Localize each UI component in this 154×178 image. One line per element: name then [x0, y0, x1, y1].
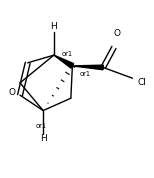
Text: or1: or1	[36, 123, 47, 129]
Text: H: H	[40, 134, 47, 143]
Polygon shape	[72, 65, 103, 70]
Text: H: H	[51, 22, 57, 31]
Text: O: O	[8, 88, 15, 97]
Text: Cl: Cl	[137, 78, 146, 87]
Text: or1: or1	[80, 71, 91, 77]
Text: O: O	[113, 29, 121, 38]
Text: or1: or1	[62, 51, 73, 57]
Polygon shape	[54, 55, 74, 68]
